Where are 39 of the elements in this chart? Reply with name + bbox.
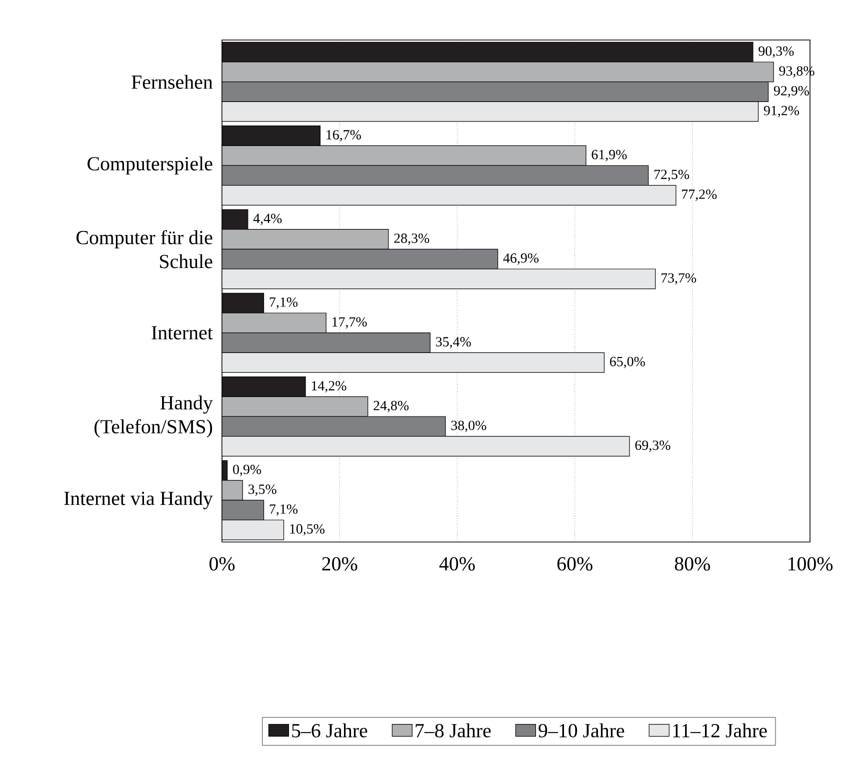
data-label: 46,9%: [503, 253, 539, 265]
y-tick-label: Handy (Telefon/SMS): [94, 396, 213, 438]
x-tick-label: 20%: [322, 557, 358, 571]
x-tick-label: 60%: [557, 557, 592, 571]
data-label: 92,9%: [774, 86, 810, 98]
data-label: 72,5%: [654, 170, 690, 182]
y-tick-label: Internet via Handy: [64, 491, 213, 510]
data-label: 14,2%: [312, 381, 346, 392]
legend-label: 11–12 Jahre: [673, 723, 767, 738]
data-label: 16,7%: [326, 130, 361, 142]
data-label: 0,9%: [233, 464, 262, 476]
x-tick-label: 80%: [674, 557, 710, 571]
data-label: 77,2%: [682, 190, 717, 201]
data-label: 24,8%: [374, 400, 409, 412]
data-label: 61,9%: [592, 150, 627, 162]
data-label: 7,1%: [270, 504, 298, 516]
data-label: 7,1%: [270, 297, 298, 309]
y-tick-label: Fernsehen: [132, 74, 213, 89]
data-label: 35,4%: [436, 337, 471, 348]
x-tick-label: 100%: [788, 557, 833, 571]
data-label: 69,3%: [635, 440, 670, 452]
legend-label: 5–6 Jahre: [292, 723, 368, 738]
data-label: 28,3%: [394, 234, 430, 245]
y-tick-label: Internet: [152, 326, 213, 340]
data-label: 90,3%: [758, 46, 794, 58]
data-label: 38,0%: [451, 420, 486, 432]
data-label: 3,5%: [248, 484, 276, 496]
data-label: 10,5%: [290, 524, 324, 536]
legend-label: 9–10 Jahre: [538, 723, 624, 738]
legend-label: 7–8 Jahre: [416, 723, 491, 738]
data-label: 4,4%: [253, 214, 282, 226]
data-label: 91,2%: [764, 106, 800, 118]
y-tick-label: Computer für die Schule: [76, 230, 212, 268]
x-tick-label: 40%: [439, 557, 475, 571]
x-tick-label: 0%: [209, 557, 235, 571]
data-label: 65,0%: [610, 356, 645, 368]
data-label: 17,7%: [332, 317, 367, 329]
y-tick-label: Computerspiele: [88, 156, 212, 175]
data-label: 73,7%: [661, 273, 696, 285]
